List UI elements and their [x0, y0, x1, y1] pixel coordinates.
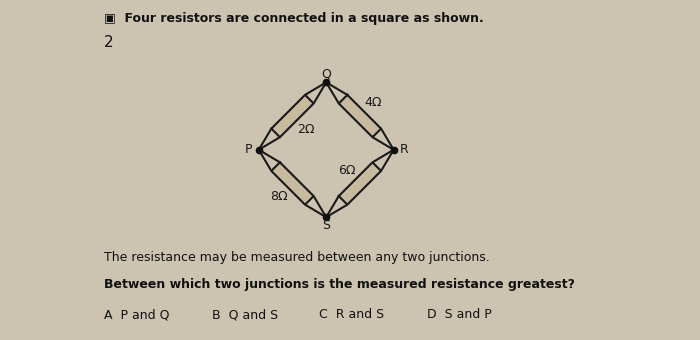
- Text: S: S: [322, 220, 330, 233]
- Text: R: R: [400, 143, 408, 156]
- Text: Q: Q: [321, 67, 331, 80]
- Polygon shape: [339, 162, 381, 205]
- Text: A  P and Q: A P and Q: [104, 308, 169, 321]
- Text: 2: 2: [104, 35, 113, 50]
- Polygon shape: [272, 95, 314, 137]
- Text: 4Ω: 4Ω: [365, 96, 382, 109]
- Text: D  S and P: D S and P: [428, 308, 492, 321]
- Polygon shape: [272, 162, 314, 205]
- Text: The resistance may be measured between any two junctions.: The resistance may be measured between a…: [104, 251, 489, 264]
- Text: P: P: [245, 143, 253, 156]
- Text: C  R and S: C R and S: [319, 308, 384, 321]
- Text: ▣  Four resistors are connected in a square as shown.: ▣ Four resistors are connected in a squa…: [104, 12, 484, 24]
- Text: 2Ω: 2Ω: [297, 123, 314, 136]
- Polygon shape: [339, 95, 381, 137]
- Text: 6Ω: 6Ω: [338, 164, 356, 177]
- Text: 8Ω: 8Ω: [270, 190, 288, 203]
- Text: Between which two junctions is the measured resistance greatest?: Between which two junctions is the measu…: [104, 278, 575, 291]
- Text: B  Q and S: B Q and S: [211, 308, 278, 321]
